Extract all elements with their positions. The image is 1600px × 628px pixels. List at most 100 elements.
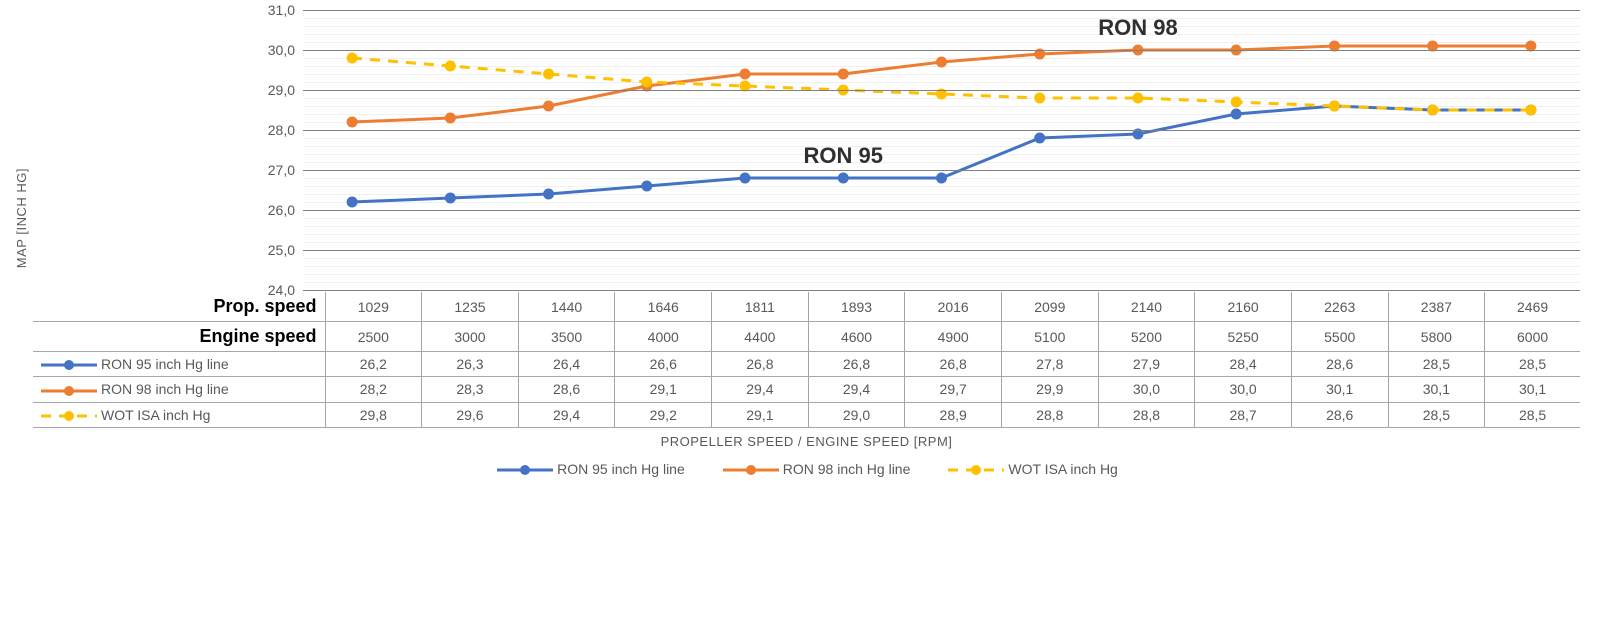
series-marker-ron98 [543, 101, 554, 112]
series-marker-wot [1427, 105, 1438, 116]
table-cell: 28,7 [1195, 402, 1292, 427]
table-cell: 1646 [615, 292, 712, 322]
table-cell: 29,6 [422, 402, 519, 427]
series-marker-wot [1034, 93, 1045, 104]
series-marker-ron95 [543, 189, 554, 200]
table-row-header: Engine speed [33, 322, 325, 352]
series-marker-wot [641, 77, 652, 88]
table-cell: 28,6 [1291, 352, 1388, 377]
series-marker-ron95 [740, 173, 751, 184]
bottom-legend: RON 95 inch Hg line RON 98 inch Hg line WO… [33, 453, 1580, 477]
legend-item-ron95: RON 95 inch Hg line [495, 461, 685, 477]
table-cell: 30,1 [1291, 377, 1388, 402]
table-cell: 29,1 [615, 377, 712, 402]
series-marker-ron98 [740, 69, 751, 80]
table-cell: 1893 [808, 292, 905, 322]
series-marker-ron95 [347, 197, 358, 208]
plot-block: 31,030,029,028,027,026,025,024,0 RON 98R… [33, 10, 1580, 477]
series-marker-ron95 [641, 181, 652, 192]
table-cell: 27,8 [1001, 352, 1098, 377]
table-cell: 28,5 [1485, 352, 1580, 377]
series-marker-wot [347, 53, 358, 64]
table-cell: 4000 [615, 322, 712, 352]
table-row-header: WOT ISA inch Hg [33, 402, 325, 427]
table-cell: 28,5 [1485, 402, 1580, 427]
table-cell: 5100 [1001, 322, 1098, 352]
legend-swatch [39, 384, 99, 398]
table-cell: 2099 [1001, 292, 1098, 322]
series-marker-ron95 [936, 173, 947, 184]
series-marker-wot [1329, 101, 1340, 112]
table-cell: 1811 [712, 292, 809, 322]
table-cell: 28,9 [905, 402, 1002, 427]
table-cell: 27,9 [1098, 352, 1195, 377]
table-cell: 28,5 [1388, 402, 1485, 427]
legend-swatch [721, 463, 781, 477]
table-cell: 26,8 [808, 352, 905, 377]
series-marker-ron98 [936, 57, 947, 68]
table-cell: 29,7 [905, 377, 1002, 402]
table-cell: 29,0 [808, 402, 905, 427]
legend-swatch [495, 463, 555, 477]
table-cell: 26,8 [712, 352, 809, 377]
table-cell: 28,4 [1195, 352, 1292, 377]
series-line-ron95 [352, 106, 1531, 202]
table-cell: 2469 [1485, 292, 1580, 322]
table-cell: 29,8 [325, 402, 422, 427]
y-axis-title: MAP [INCH HG] [10, 10, 33, 477]
table-cell: 28,6 [1291, 402, 1388, 427]
series-marker-ron98 [445, 113, 456, 124]
chart-annotation: RON 98 [1098, 15, 1177, 41]
table-cell: 3500 [518, 322, 615, 352]
table-cell: 3000 [422, 322, 519, 352]
legend-item-wot: WOT ISA inch Hg [946, 461, 1117, 477]
table-cell: 1235 [422, 292, 519, 322]
table-cell: 2160 [1195, 292, 1292, 322]
series-marker-ron95 [838, 173, 849, 184]
table-cell: 2500 [325, 322, 422, 352]
table-cell: 2387 [1388, 292, 1485, 322]
legend-swatch [39, 409, 99, 423]
table-cell: 26,8 [905, 352, 1002, 377]
table-cell: 29,1 [712, 402, 809, 427]
table-row-header: RON 95 inch Hg line [33, 352, 325, 377]
table-row-header: Prop. speed [33, 292, 325, 322]
table-cell: 29,9 [1001, 377, 1098, 402]
table-cell: 30,1 [1388, 377, 1485, 402]
table-cell: 4900 [905, 322, 1002, 352]
table-cell: 5250 [1195, 322, 1292, 352]
table-cell: 30,0 [1098, 377, 1195, 402]
series-svg [303, 10, 1580, 290]
table-cell: 26,6 [615, 352, 712, 377]
table-cell: 28,5 [1388, 352, 1485, 377]
table-cell: 30,0 [1195, 377, 1292, 402]
table-cell: 4400 [712, 322, 809, 352]
series-marker-ron95 [1231, 109, 1242, 120]
series-marker-wot [1231, 97, 1242, 108]
legend-item-ron98: RON 98 inch Hg line [721, 461, 911, 477]
x-axis-title: PROPELLER SPEED / ENGINE SPEED [RPM] [33, 428, 1580, 453]
table-cell: 2140 [1098, 292, 1195, 322]
table-cell: 5800 [1388, 322, 1485, 352]
series-marker-wot [1525, 105, 1536, 116]
chart-container: MAP [INCH HG] 31,030,029,028,027,026,025… [10, 10, 1580, 477]
table-cell: 29,4 [518, 402, 615, 427]
table-cell: 28,6 [518, 377, 615, 402]
table-cell: 29,2 [615, 402, 712, 427]
table-cell: 1029 [325, 292, 422, 322]
table-cell: 26,4 [518, 352, 615, 377]
chart-annotation: RON 95 [804, 143, 883, 169]
table-cell: 6000 [1485, 322, 1580, 352]
series-marker-ron98 [347, 117, 358, 128]
table-cell: 28,3 [422, 377, 519, 402]
table-cell: 28,8 [1098, 402, 1195, 427]
series-marker-wot [445, 61, 456, 72]
series-marker-ron98 [838, 69, 849, 80]
plot-area: RON 98 RON 95 [303, 10, 1580, 290]
table-cell: 28,8 [1001, 402, 1098, 427]
table-cell: 4600 [808, 322, 905, 352]
table-row-header: RON 98 inch Hg line [33, 377, 325, 402]
series-marker-ron95 [445, 193, 456, 204]
y-axis-ticks: 31,030,029,028,027,026,025,024,0 [33, 10, 303, 290]
table-cell: 2016 [905, 292, 1002, 322]
